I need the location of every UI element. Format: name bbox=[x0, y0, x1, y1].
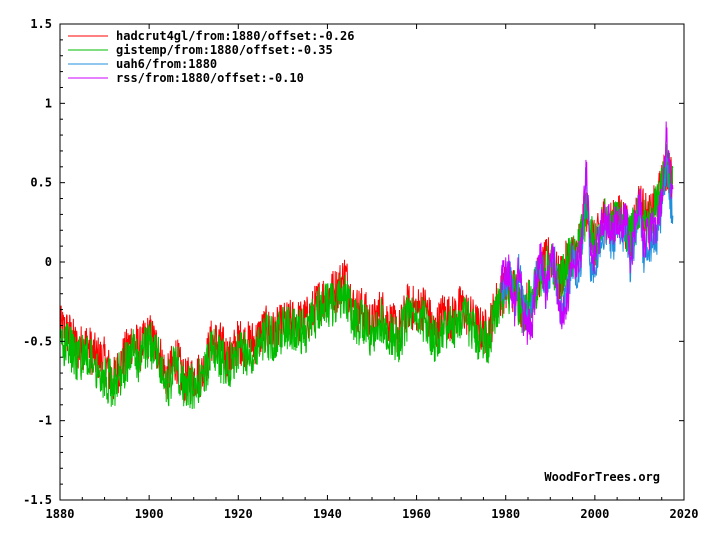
legend-label: rss/from:1880/offset:-0.10 bbox=[116, 71, 304, 85]
x-tick-label: 2000 bbox=[580, 507, 609, 521]
y-tick-label: 0.5 bbox=[30, 176, 52, 190]
y-tick-label: -1 bbox=[38, 414, 52, 428]
x-tick-label: 1980 bbox=[491, 507, 520, 521]
credit-label: WoodForTrees.org bbox=[544, 470, 660, 484]
y-tick-label: -0.5 bbox=[23, 334, 52, 348]
x-tick-label: 1960 bbox=[402, 507, 431, 521]
x-tick-label: 1880 bbox=[46, 507, 75, 521]
legend-label: gistemp/from:1880/offset:-0.35 bbox=[116, 43, 333, 57]
legend-label: hadcrut4gl/from:1880/offset:-0.26 bbox=[116, 29, 354, 43]
x-tick-label: 2020 bbox=[670, 507, 699, 521]
y-tick-label: 0 bbox=[45, 255, 52, 269]
x-tick-label: 1900 bbox=[135, 507, 164, 521]
legend-label: uah6/from:1880 bbox=[116, 57, 217, 71]
x-tick-label: 1940 bbox=[313, 507, 342, 521]
ticks-layer: 1880 1900 1920 1940 1960 1980 2000 2020 -1.5 -1 -0… bbox=[23, 17, 698, 521]
y-tick-label: 1 bbox=[45, 96, 52, 110]
series-line-1 bbox=[59, 141, 674, 410]
x-tick-label: 1920 bbox=[224, 507, 253, 521]
y-tick-label: 1.5 bbox=[30, 17, 52, 31]
y-tick-label: -1.5 bbox=[23, 493, 52, 507]
legend: hadcrut4gl/from:1880/offset:-0.26gistemp… bbox=[68, 29, 354, 85]
series-line-3 bbox=[500, 121, 674, 345]
series-layer bbox=[59, 121, 674, 410]
